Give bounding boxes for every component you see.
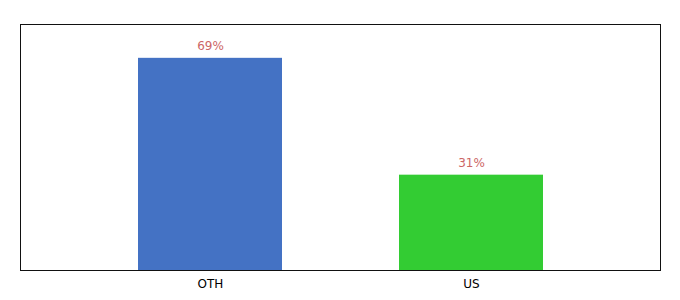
- svg-text:OTH: OTH: [198, 277, 224, 291]
- svg-text:69%: 69%: [197, 39, 224, 53]
- svg-text:US: US: [463, 277, 479, 291]
- svg-text:31%: 31%: [458, 156, 485, 170]
